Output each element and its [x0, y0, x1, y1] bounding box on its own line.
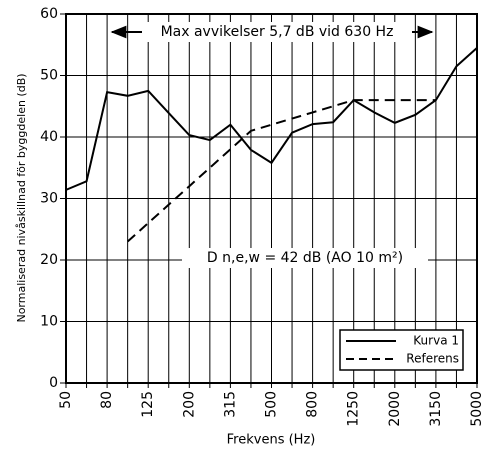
series-line: [126, 99, 436, 243]
y-tick-label: 30: [40, 191, 58, 207]
x-tick-label: 315: [222, 391, 238, 418]
series-line: [65, 47, 478, 191]
annotation: Max avvikelser 5,7 dB vid 630 Hz: [161, 24, 394, 40]
legend-label: Referens: [406, 352, 459, 366]
y-tick-label: 40: [40, 129, 58, 145]
plot-frame: [65, 13, 478, 384]
y-tick-label: 60: [40, 6, 58, 22]
x-tick-label: 800: [305, 391, 321, 418]
x-tick-label: 80: [99, 391, 115, 409]
annotation-bg: [142, 22, 412, 42]
legend-label: Kurva 1: [413, 334, 459, 348]
y-tick-label: 10: [40, 314, 58, 330]
y-tick-label: 0: [49, 375, 58, 391]
x-axis-label: Frekvens (Hz): [227, 433, 316, 448]
x-tick-label: 2000: [387, 391, 403, 427]
y-tick-label: 50: [40, 68, 58, 84]
x-tick-label: 5000: [469, 391, 485, 427]
annotation: D n,e,w = 42 dB (AO 10 m²): [207, 250, 403, 266]
legend-box: [339, 329, 464, 371]
x-tick-label: 3150: [428, 391, 444, 427]
x-tick-label: 200: [181, 391, 197, 418]
annotation-bg: [182, 248, 428, 268]
x-tick-label: 1250: [346, 391, 362, 427]
x-tick-label: 500: [264, 391, 280, 418]
x-tick-label: 50: [58, 391, 74, 409]
y-tick-label: 20: [40, 252, 58, 268]
x-tick-label: 125: [140, 391, 156, 418]
y-axis-label: Normaliserad nivåskillnad för byggdelen …: [15, 73, 28, 322]
